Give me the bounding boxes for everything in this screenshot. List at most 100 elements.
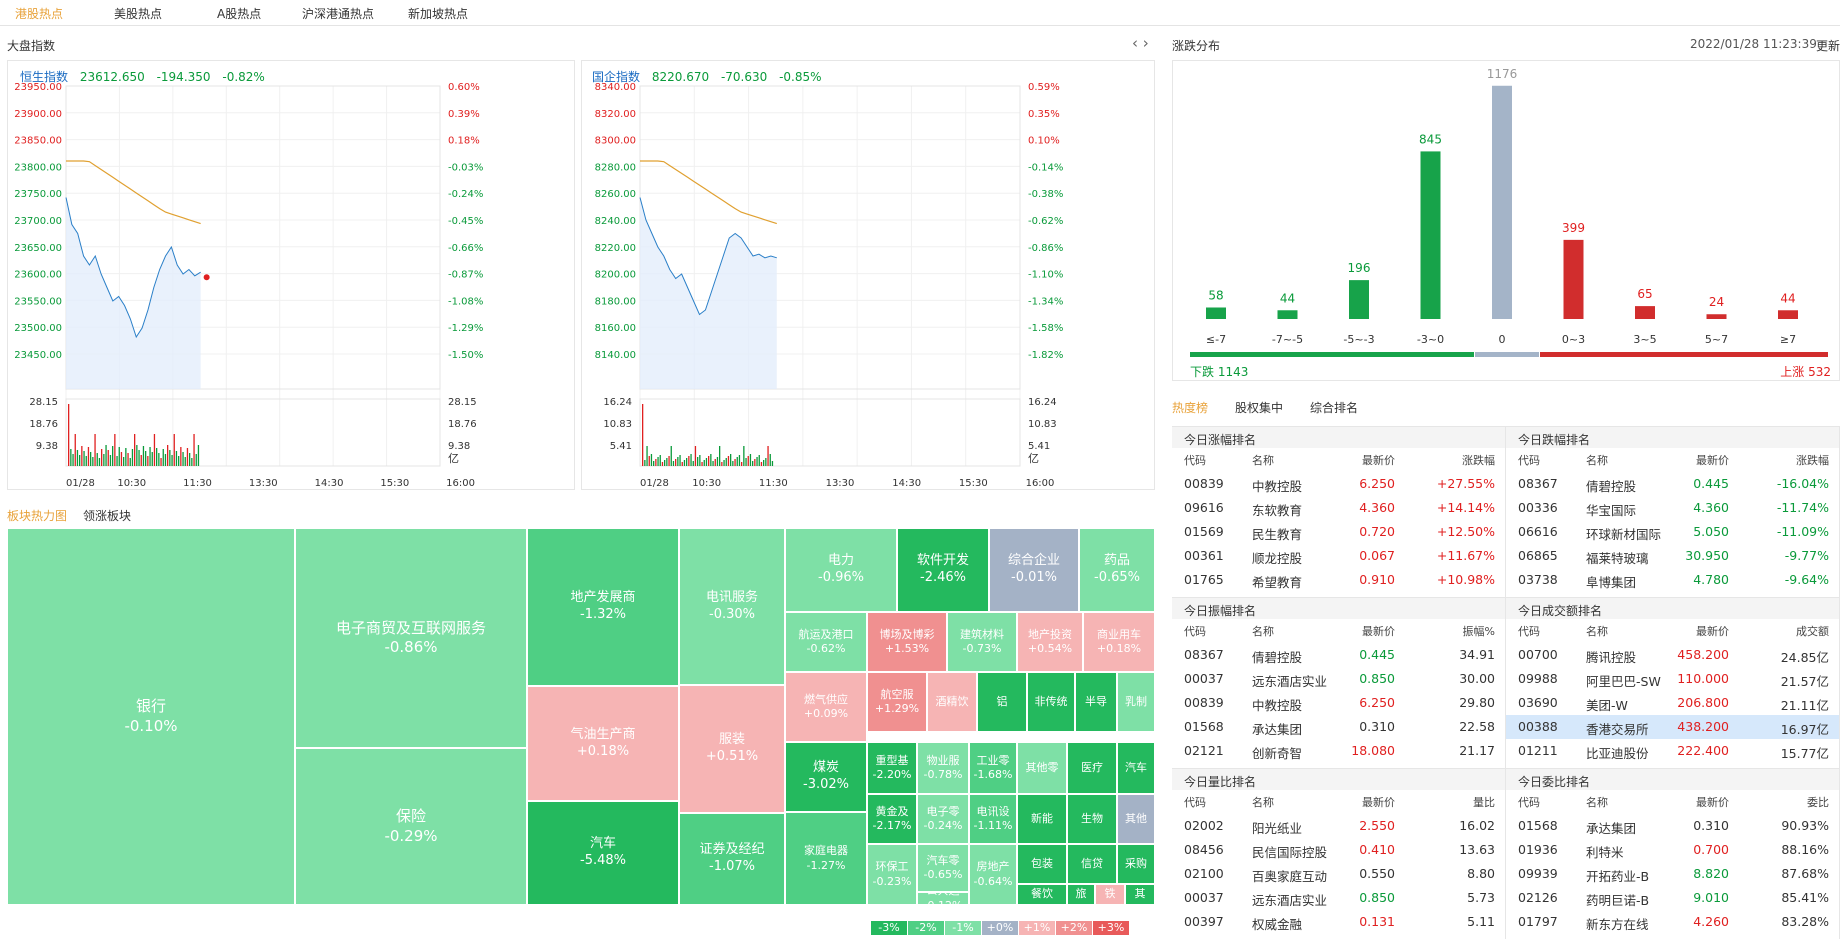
table-row[interactable]: 01568 承达集团 0.310 90.93% xyxy=(1506,814,1839,838)
column-header[interactable]: 代码 xyxy=(1518,454,1540,467)
sector-block[interactable]: 建筑材料 -0.73% xyxy=(947,612,1017,672)
column-header[interactable]: 名称 xyxy=(1252,454,1274,467)
table-row[interactable]: 02121 创新奇智 18.080 21.17 xyxy=(1172,739,1505,763)
table-row[interactable]: 08456 民信国际控股 0.410 13.63 xyxy=(1172,838,1505,862)
sector-block[interactable]: 半导 xyxy=(1075,672,1117,732)
tab-hot-rank[interactable]: 热度榜 xyxy=(1172,401,1209,415)
tab-hk-hot[interactable]: 港股热点 xyxy=(15,7,64,21)
sector-block[interactable]: 电子零 -0.24% xyxy=(917,794,969,844)
table-row[interactable]: 09616 东软教育 4.360 +14.14% xyxy=(1172,496,1505,520)
column-header[interactable]: 代码 xyxy=(1184,625,1206,638)
column-header[interactable]: 最新价 xyxy=(1696,796,1729,809)
sector-block[interactable]: 旅 xyxy=(1067,884,1095,905)
column-header[interactable]: 最新价 xyxy=(1362,454,1395,467)
table-row[interactable]: 00397 权威金融 0.131 5.11 xyxy=(1172,910,1505,934)
tab-equity-concentration[interactable]: 股权集中 xyxy=(1235,401,1284,415)
column-header[interactable]: 成交额 xyxy=(1796,625,1829,638)
column-header[interactable]: 代码 xyxy=(1184,454,1206,467)
sector-block[interactable]: 电子商贸及互联网服务 -0.86% xyxy=(295,528,527,748)
sector-block[interactable]: 采购 xyxy=(1117,844,1155,884)
sector-block[interactable]: 汽车零 -0.65% xyxy=(917,844,969,892)
table-row[interactable]: 00037 远东酒店实业 0.850 30.00 xyxy=(1172,667,1505,691)
table-row[interactable]: 00839 中教控股 6.250 29.80 xyxy=(1172,691,1505,715)
column-header[interactable]: 名称 xyxy=(1586,796,1608,809)
tab-leading-sectors[interactable]: 领涨板块 xyxy=(83,509,132,523)
sector-block[interactable]: 其他零 xyxy=(1017,742,1067,794)
sector-block[interactable]: 软件开发 -2.46% xyxy=(897,528,989,612)
sector-block[interactable]: 商业用车 +0.18% xyxy=(1083,612,1155,672)
sector-block[interactable]: 非传统 xyxy=(1027,672,1075,732)
refresh-link[interactable]: 更新 xyxy=(1816,39,1840,53)
sector-block[interactable]: 服装 +0.51% xyxy=(679,685,785,813)
tab-sector-heatmap[interactable]: 板块热力图 xyxy=(7,509,68,523)
table-row[interactable]: 02126 药明巨诺-B 9.010 85.41% xyxy=(1506,886,1839,910)
column-header[interactable]: 名称 xyxy=(1586,625,1608,638)
tab-connect-hot[interactable]: 沪深港通热点 xyxy=(302,7,375,21)
tab-a-hot[interactable]: A股热点 xyxy=(217,7,262,21)
column-header[interactable]: 最新价 xyxy=(1362,796,1395,809)
sector-block[interactable]: 证券及经纪 -1.07% xyxy=(679,813,785,905)
sector-block[interactable]: 地产投资 +0.54% xyxy=(1017,612,1083,672)
sector-block[interactable]: 电力 -0.96% xyxy=(785,528,897,612)
column-header[interactable]: 量比 xyxy=(1473,796,1495,809)
sector-block[interactable]: 航运及港口 -0.62% xyxy=(785,612,867,672)
sector-block[interactable]: 保险 -0.29% xyxy=(295,748,527,905)
table-row[interactable]: 01569 民生教育 0.720 +12.50% xyxy=(1172,520,1505,544)
index-nav-arrows[interactable]: ‹ › xyxy=(1132,34,1149,52)
table-row[interactable]: 06865 福莱特玻璃 30.950 -9.77% xyxy=(1506,544,1839,568)
table-row[interactable]: 01211 比亚迪股份 222.400 15.77亿 xyxy=(1506,739,1839,763)
sector-block[interactable]: 房地产 -0.64% xyxy=(969,844,1017,905)
sector-block[interactable]: 博场及博彩 +1.53% xyxy=(867,612,947,672)
tab-composite-rank[interactable]: 综合排名 xyxy=(1310,401,1359,415)
table-row[interactable]: 00361 顺龙控股 0.067 +11.67% xyxy=(1172,544,1505,568)
table-row[interactable]: 01568 承达集团 0.310 22.58 xyxy=(1172,715,1505,739)
sector-block[interactable]: 酒精饮 xyxy=(927,672,977,732)
sector-block[interactable]: 其 xyxy=(1125,884,1155,905)
column-header[interactable]: 代码 xyxy=(1518,625,1540,638)
sector-block[interactable]: 煤炭 -3.02% xyxy=(785,742,867,812)
sector-block[interactable]: 药品 -0.65% xyxy=(1079,528,1155,612)
sector-block[interactable]: 包装 xyxy=(1017,844,1067,884)
column-header[interactable]: 最新价 xyxy=(1696,454,1729,467)
sector-block[interactable]: 气油生产商 +0.18% xyxy=(527,686,679,801)
table-row[interactable]: 08367 倩碧控股 0.445 -16.04% xyxy=(1506,472,1839,496)
sector-block[interactable]: 物业服 -0.78% xyxy=(917,742,969,794)
table-row[interactable]: 02100 百奥家庭互动 0.550 8.80 xyxy=(1172,862,1505,886)
sector-block[interactable]: 环保工 -0.23% xyxy=(867,844,917,905)
sector-block[interactable]: 生物 xyxy=(1067,794,1117,844)
column-header[interactable]: 名称 xyxy=(1252,796,1274,809)
column-header[interactable]: 代码 xyxy=(1184,796,1206,809)
sector-block[interactable]: 综合企业 -0.01% xyxy=(989,528,1079,612)
table-row[interactable]: 01936 利特米 0.700 88.16% xyxy=(1506,838,1839,862)
column-header[interactable]: 名称 xyxy=(1586,454,1608,467)
column-header[interactable]: 最新价 xyxy=(1696,625,1729,638)
table-row[interactable]: 01765 希望教育 0.910 +10.98% xyxy=(1172,568,1505,592)
table-row[interactable]: 03690 美团-W 206.800 21.11亿 xyxy=(1506,691,1839,715)
table-row[interactable]: 09939 开拓药业-B 8.820 87.68% xyxy=(1506,862,1839,886)
sector-block[interactable]: 航空服 +1.29% xyxy=(867,672,927,732)
column-header[interactable]: 代码 xyxy=(1518,796,1540,809)
column-header[interactable]: 振幅% xyxy=(1462,625,1495,638)
sector-block[interactable]: 地产发展商 -1.32% xyxy=(527,528,679,686)
column-header[interactable]: 委比 xyxy=(1807,796,1829,809)
sector-block[interactable]: 铁 xyxy=(1095,884,1125,905)
table-row[interactable]: 08367 倩碧控股 0.445 34.91 xyxy=(1172,643,1505,667)
column-header[interactable]: 涨跌幅 xyxy=(1462,454,1495,467)
table-row[interactable]: 00388 香港交易所 438.200 16.97亿 xyxy=(1506,715,1839,739)
sector-block[interactable]: 燃气供应 +0.09% xyxy=(785,672,867,742)
column-header[interactable]: 最新价 xyxy=(1362,625,1395,638)
table-row[interactable]: 01797 新东方在线 4.260 83.28% xyxy=(1506,910,1839,934)
table-row[interactable]: 00839 中教控股 6.250 +27.55% xyxy=(1172,472,1505,496)
sector-block[interactable]: 乳制 xyxy=(1117,672,1155,732)
sector-block[interactable]: 电讯设 -1.11% xyxy=(969,794,1017,844)
sector-block[interactable]: 工业零 -1.68% xyxy=(969,742,1017,794)
table-row[interactable]: 00700 腾讯控股 458.200 24.85亿 xyxy=(1506,643,1839,667)
sector-block[interactable]: 家庭电器 -1.27% xyxy=(785,812,867,905)
table-row[interactable]: 09988 阿里巴巴-SW 110.000 21.57亿 xyxy=(1506,667,1839,691)
table-row[interactable]: 03738 阜博集团 4.780 -9.64% xyxy=(1506,568,1839,592)
table-row[interactable]: 00037 远东酒店实业 0.850 5.73 xyxy=(1172,886,1505,910)
tab-us-hot[interactable]: 美股热点 xyxy=(114,7,163,21)
sector-block[interactable]: 银行 -0.10% xyxy=(7,528,295,905)
sector-block[interactable]: 餐饮 xyxy=(1017,884,1067,905)
sector-block[interactable]: 公共运-0.12% xyxy=(917,892,969,905)
